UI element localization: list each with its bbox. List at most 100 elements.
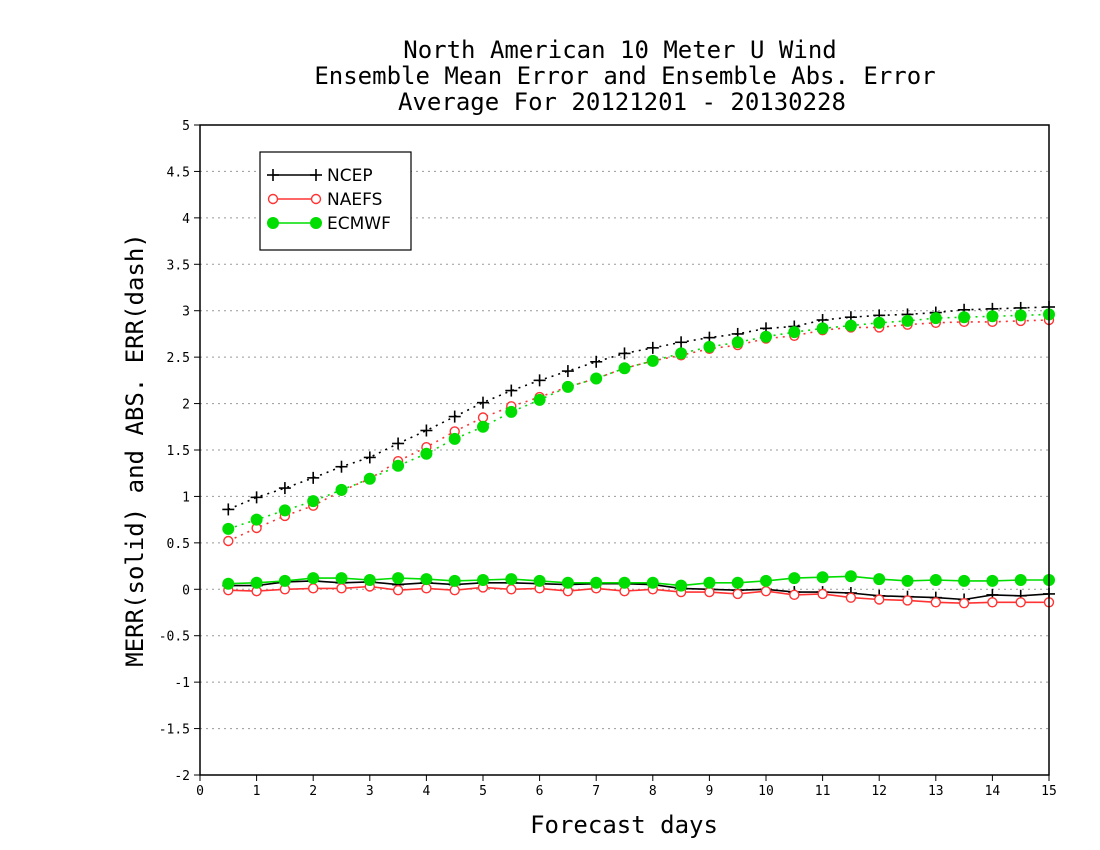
- x-tick-label: 11: [815, 784, 831, 799]
- ecmwf-abs-error-point: [646, 354, 659, 367]
- y-tick-label: 5: [182, 119, 190, 134]
- ecmwf-mean-error-point: [307, 572, 320, 585]
- ecmwf-abs-error-point: [901, 314, 914, 327]
- naefs-mean-error-point: [817, 588, 828, 600]
- x-tick-label: 3: [366, 784, 374, 799]
- ecmwf-abs-error-point: [222, 522, 235, 535]
- x-tick-label: 1: [253, 784, 261, 799]
- ecmwf-mean-error-point: [477, 574, 489, 586]
- ecmwf-abs-error-point: [533, 393, 546, 406]
- ecmwf-mean-error-point: [873, 573, 886, 586]
- naefs-mean-error-point: [902, 595, 913, 606]
- ecmwf-abs-error-point: [448, 432, 461, 445]
- naefs-mean-error-point: [760, 585, 772, 597]
- y-tick-label: 4: [182, 212, 190, 227]
- y-axis-ticks: 5 4.5 4 3.5 3 2.5 2 1.5 1 0.5 0 -0.5 -1 -1.5 -2: [159, 119, 200, 784]
- ecmwf-mean-error-point: [929, 574, 942, 586]
- ncep-abs-error-point: [561, 365, 574, 378]
- legend-marker-naefs: [310, 193, 322, 205]
- ecmwf-abs-error-point: [505, 405, 518, 418]
- ecmwf-abs-error-point: [477, 420, 489, 433]
- ecmwf-mean-error-point: [250, 576, 263, 589]
- x-tick-label: 10: [758, 784, 774, 799]
- ncep-abs-error-point: [675, 336, 688, 349]
- ncep-abs-error-point: [222, 503, 235, 516]
- ecmwf-mean-error-point: [448, 574, 461, 587]
- naefs-mean-error-point: [704, 586, 715, 598]
- ecmwf-mean-error-point: [958, 574, 971, 587]
- y-axis-title: MERR(solid) and ABS. ERR(dash): [121, 233, 149, 666]
- ecmwf-abs-error-point: [958, 311, 971, 324]
- ecmwf-abs-error-point: [392, 459, 405, 472]
- legend-label-ecmwf: ECMWF: [327, 214, 391, 234]
- legend-label-naefs: NAEFS: [327, 190, 382, 210]
- ecmwf-abs-error-point: [788, 326, 801, 339]
- ecmwf-mean-error-point: [703, 576, 716, 589]
- series-layer: [222, 301, 1055, 609]
- ecmwf-abs-error-point: [760, 330, 772, 343]
- legend-label-ncep: NCEP: [327, 166, 373, 186]
- x-axis-ticks: 0 1 2 3 4 5 6 7 8 9 10 11 12 13 14 15: [196, 775, 1057, 799]
- ecmwf-mean-error-point: [278, 574, 291, 587]
- chart-title-line-2: Ensemble Mean Error and Ensemble Abs. Er…: [314, 62, 935, 90]
- legend: NCEP NAEFS ECMWF: [259, 151, 412, 251]
- legend-marker-ecmwf: [267, 217, 279, 229]
- naefs-mean-error-point: [874, 594, 885, 605]
- ncep-abs-error-point: [392, 437, 405, 450]
- ecmwf-mean-error-point: [901, 574, 914, 587]
- legend-marker-ncep: [310, 169, 322, 181]
- ecmwf-mean-error-point: [420, 573, 433, 586]
- ecmwf-mean-error-point: [392, 572, 405, 585]
- naefs-mean-error-point: [930, 597, 941, 608]
- ecmwf-mean-error-point: [788, 572, 801, 585]
- naefs-abs-error-point: [477, 412, 489, 423]
- ecmwf-abs-error-point: [363, 472, 376, 485]
- naefs-mean-error-point: [308, 583, 319, 594]
- x-tick-label: 0: [196, 784, 204, 799]
- ecmwf-abs-error-point: [618, 362, 631, 375]
- ecmwf-mean-error-point: [505, 573, 518, 586]
- x-tick-label: 14: [985, 784, 1001, 799]
- naefs-mean-error-point: [506, 584, 517, 595]
- chart-title: North American 10 Meter U Wind Ensemble …: [314, 36, 935, 116]
- ncep-abs-error-point: [448, 410, 461, 423]
- ecmwf-mean-error-point: [986, 574, 999, 587]
- y-tick-label: -1: [174, 676, 190, 691]
- ncep-abs-error-point: [335, 460, 348, 473]
- ecmwf-mean-error-point: [760, 574, 772, 587]
- ncep-abs-error-point: [250, 491, 263, 504]
- y-tick-label: 4.5: [167, 165, 190, 180]
- x-tick-label: 4: [422, 784, 430, 799]
- y-tick-label: -0.5: [159, 630, 190, 645]
- x-axis-title: Forecast days: [530, 811, 718, 839]
- ecmwf-mean-error-point: [731, 576, 744, 589]
- y-tick-label: 2: [182, 398, 190, 413]
- legend-marker-naefs: [267, 193, 279, 205]
- x-tick-label: 2: [309, 784, 317, 799]
- legend-marker-ecmwf: [310, 217, 322, 229]
- chart-title-line-3: Average For 20121201 - 20130228: [398, 88, 846, 116]
- ecmwf-abs-error-point: [420, 447, 433, 460]
- ecmwf-abs-error-point: [731, 336, 744, 349]
- naefs-abs-error-point: [223, 535, 234, 547]
- ecmwf-mean-error-point: [618, 576, 631, 589]
- y-tick-label: 3: [182, 305, 190, 320]
- naefs-mean-error-point: [958, 598, 970, 609]
- y-tick-label: 1.5: [167, 444, 190, 459]
- ecmwf-abs-error-point: [307, 495, 320, 508]
- ncep-abs-error-point: [363, 451, 376, 464]
- naefs-mean-error-point: [789, 589, 800, 601]
- ecmwf-abs-error-point: [561, 380, 574, 393]
- naefs-mean-error-point: [449, 585, 460, 596]
- ecmwf-abs-error-line: [228, 313, 1050, 530]
- ncep-abs-error-point: [420, 424, 433, 437]
- ecmwf-abs-error-point: [929, 312, 942, 325]
- y-tick-label: -1.5: [159, 723, 190, 738]
- y-tick-label: 1: [182, 490, 190, 505]
- ncep-abs-error-point: [533, 374, 546, 387]
- x-tick-label: 5: [479, 784, 487, 799]
- y-tick-label: 2.5: [167, 351, 190, 366]
- y-tick-label: -2: [174, 769, 190, 784]
- naefs-mean-error-point: [845, 592, 857, 603]
